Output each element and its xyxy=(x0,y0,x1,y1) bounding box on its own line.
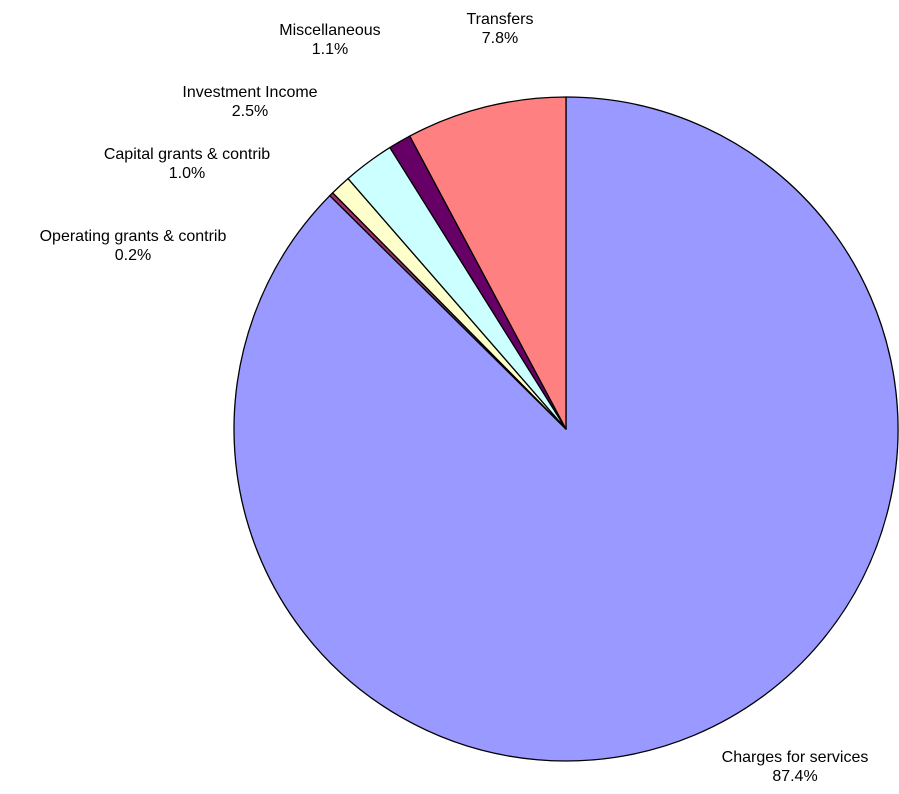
label-operating-grants-name: Operating grants & contrib xyxy=(39,228,227,245)
slice-transfers xyxy=(409,96,567,430)
label-transfers: Transfers 7.8% xyxy=(440,10,560,48)
label-charges-for-services-value: 87.4% xyxy=(772,768,818,785)
label-miscellaneous-value: 1.1% xyxy=(311,41,349,58)
label-investment-income-value: 2.5% xyxy=(231,103,269,120)
label-transfers-value: 7.8% xyxy=(481,30,519,47)
label-charges-for-services-name: Charges for services xyxy=(721,749,869,766)
label-capital-grants-value: 1.0% xyxy=(168,165,206,182)
label-investment-income-name: Investment Income xyxy=(182,84,318,101)
label-charges-for-services: Charges for services 87.4% xyxy=(700,748,890,786)
label-miscellaneous-name: Miscellaneous xyxy=(279,22,381,39)
label-investment-income: Investment Income 2.5% xyxy=(145,83,355,121)
label-miscellaneous: Miscellaneous 1.1% xyxy=(250,21,410,59)
label-transfers-name: Transfers xyxy=(466,11,534,28)
label-operating-grants: Operating grants & contrib 0.2% xyxy=(2,227,264,265)
label-capital-grants-name: Capital grants & contrib xyxy=(103,146,271,163)
label-operating-grants-value: 0.2% xyxy=(114,247,152,264)
label-capital-grants: Capital grants & contrib 1.0% xyxy=(62,145,312,183)
